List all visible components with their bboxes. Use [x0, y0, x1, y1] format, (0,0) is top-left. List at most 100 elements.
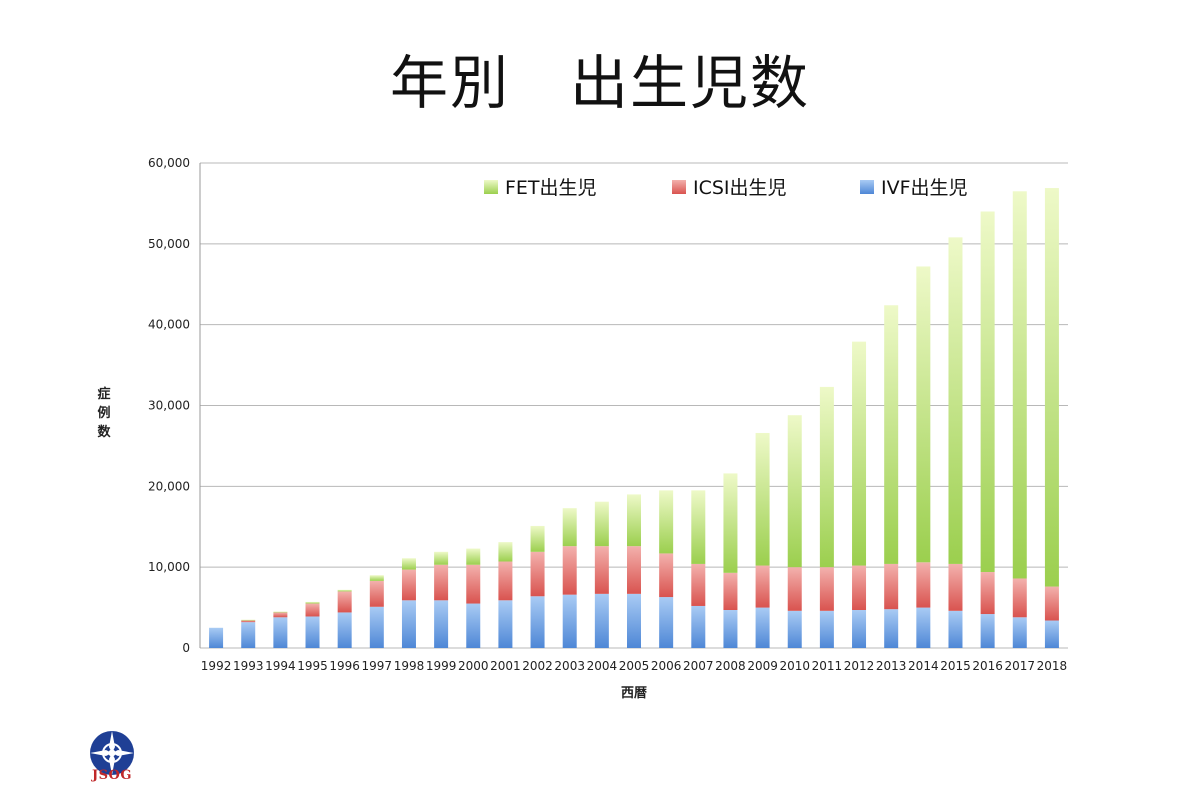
bar-icsi-1999	[434, 564, 449, 601]
bar-ivf-2017	[1012, 617, 1027, 648]
y-axis-title: 症例数	[97, 386, 111, 440]
bar-ivf-2016	[980, 614, 995, 648]
x-tick-label: 2002	[522, 659, 553, 673]
bar-ivf-2011	[819, 610, 834, 648]
legend-label-ivf: IVF出生児	[881, 177, 968, 199]
bar-fet-2004	[594, 501, 609, 547]
x-tick-label: 1996	[329, 659, 360, 673]
y-tick-label: 10,000	[148, 560, 190, 574]
x-tick-label: 2006	[651, 659, 682, 673]
bar-fet-2008	[723, 473, 738, 573]
bar-ivf-1994	[273, 617, 288, 648]
x-tick-label: 2007	[683, 659, 714, 673]
x-tick-label: 2016	[972, 659, 1003, 673]
x-tick-label: 2001	[490, 659, 521, 673]
bar-icsi-2015	[948, 563, 963, 611]
x-tick-label: 1998	[394, 659, 425, 673]
y-tick-label: 50,000	[148, 237, 190, 251]
bar-fet-2002	[530, 525, 545, 552]
legend-swatch-fet	[484, 180, 498, 194]
bar-icsi-2005	[627, 546, 641, 594]
bars	[209, 188, 1059, 648]
bar-fet-2010	[787, 415, 802, 568]
legend-label-fet: FET出生児	[505, 177, 597, 199]
x-tick-label: 1995	[297, 659, 328, 673]
x-tick-label: 2004	[587, 659, 618, 673]
bar-icsi-1996	[337, 591, 352, 613]
x-tick-label: 2014	[908, 659, 939, 673]
bar-fet-1994	[273, 611, 288, 613]
bar-icsi-2002	[530, 551, 545, 597]
x-axis-title: 西暦	[621, 686, 647, 701]
bar-icsi-2013	[884, 563, 899, 610]
y-axis-ticks: 0 10,000 20,000 30,000 40,000 50,000 60,000	[148, 156, 190, 655]
x-tick-label: 1993	[233, 659, 264, 673]
x-tick-label: 2011	[812, 659, 843, 673]
y-tick-label: 30,000	[148, 399, 190, 413]
bar-ivf-2008	[723, 610, 738, 648]
x-tick-label: 1992	[201, 659, 232, 673]
bar-ivf-1993	[241, 622, 256, 648]
bar-icsi-2001	[498, 561, 513, 601]
jsog-logo-text: JSOG	[92, 768, 132, 783]
bar-fet-1997	[369, 575, 384, 581]
bar-icsi-2007	[691, 563, 706, 606]
bar-fet-2001	[498, 542, 513, 562]
bar-fet-2018	[1044, 188, 1059, 587]
x-tick-label: 2008	[715, 659, 746, 673]
bar-icsi-2004	[594, 546, 609, 594]
bar-icsi-2016	[980, 572, 995, 615]
page-title: 年別 出生児数	[389, 49, 810, 117]
legend-label-icsi: ICSI出生児	[693, 177, 787, 199]
bar-ivf-2006	[659, 597, 674, 648]
bar-ivf-1996	[337, 612, 352, 648]
x-tick-label: 2010	[779, 659, 810, 673]
bar-ivf-2002	[530, 596, 545, 648]
bar-fet-2007	[691, 490, 706, 564]
bar-icsi-2017	[1012, 578, 1027, 618]
bar-icsi-1997	[369, 580, 384, 607]
x-tick-label: 2012	[844, 659, 875, 673]
bar-ivf-2015	[948, 610, 963, 648]
bar-icsi-2010	[787, 567, 802, 611]
x-tick-label: 2003	[554, 659, 585, 673]
bar-fet-1993	[241, 619, 256, 621]
bar-icsi-1994	[273, 612, 288, 618]
bar-ivf-2009	[755, 607, 770, 648]
x-tick-label: 2000	[458, 659, 489, 673]
x-tick-label: 2017	[1005, 659, 1036, 673]
y-tick-label: 60,000	[148, 156, 190, 170]
bar-ivf-2005	[627, 593, 641, 648]
x-tick-label: 1999	[426, 659, 457, 673]
bar-fet-2005	[627, 494, 641, 547]
bar-ivf-1992	[209, 627, 224, 648]
bar-ivf-2010	[787, 610, 802, 648]
bar-fet-2016	[980, 211, 995, 573]
bar-fet-2003	[562, 508, 577, 547]
bar-fet-1996	[337, 589, 352, 592]
legend-swatch-ivf	[860, 180, 874, 194]
bar-fet-2012	[852, 341, 867, 566]
bar-ivf-2003	[562, 594, 577, 648]
bar-ivf-1999	[434, 600, 449, 648]
y-tick-label: 0	[182, 641, 190, 655]
bar-ivf-2013	[884, 609, 899, 648]
bar-fet-2015	[948, 237, 963, 564]
bar-fet-1999	[434, 551, 449, 565]
bar-icsi-2003	[562, 546, 577, 595]
x-tick-label: 2018	[1037, 659, 1068, 673]
bar-ivf-2000	[466, 603, 481, 648]
bar-icsi-2009	[755, 565, 770, 608]
bar-fet-2000	[466, 548, 481, 565]
bar-fet-1995	[305, 601, 320, 604]
x-tick-label: 1994	[265, 659, 296, 673]
y-tick-label: 20,000	[148, 479, 190, 493]
legend: FET出生児 ICSI出生児 IVF出生児	[484, 177, 968, 199]
bar-ivf-2018	[1044, 620, 1059, 648]
bar-ivf-2004	[594, 593, 609, 648]
x-tick-label: 1997	[362, 659, 393, 673]
bar-fet-2017	[1012, 191, 1027, 579]
bar-ivf-2014	[916, 607, 931, 648]
bar-icsi-1998	[401, 569, 416, 601]
bar-fet-2011	[819, 386, 834, 568]
